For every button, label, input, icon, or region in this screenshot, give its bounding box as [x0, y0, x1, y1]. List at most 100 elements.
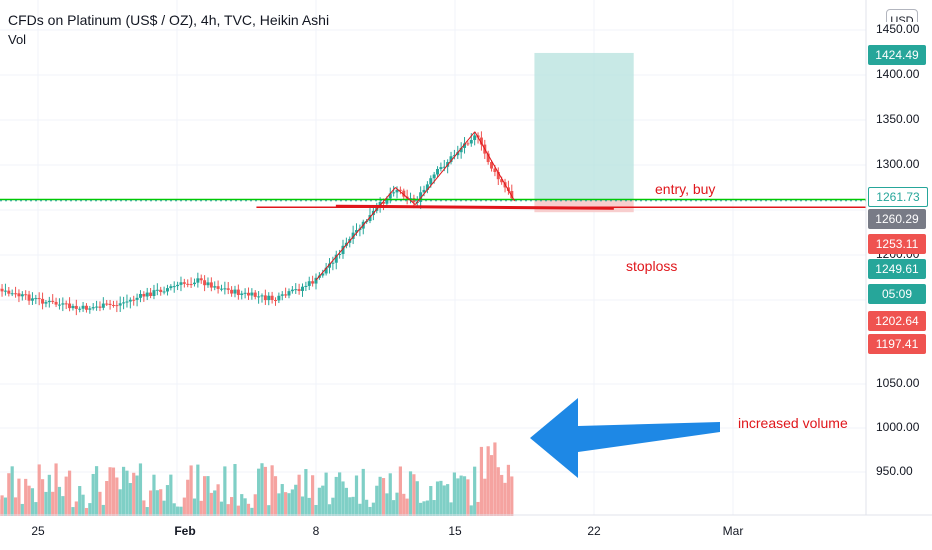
volume-bar: [435, 481, 440, 516]
volume-bar: [365, 499, 369, 516]
price-tag: 1260.29: [868, 209, 926, 229]
volume-bar: [179, 506, 183, 516]
volume-bar: [17, 478, 21, 516]
candle-body: [429, 178, 433, 185]
volume-bar: [230, 497, 234, 516]
volume-bar: [469, 505, 473, 516]
volume-bar: [101, 504, 105, 516]
volume-bar: [216, 484, 220, 516]
volume-bar: [290, 489, 294, 516]
volume-bar: [108, 467, 112, 516]
candle-body: [287, 291, 291, 296]
candle-body: [206, 282, 210, 286]
candle-body: [189, 284, 193, 286]
candle-body: [294, 289, 298, 291]
candle-body: [216, 286, 220, 289]
volume-bar: [496, 467, 500, 516]
volume-bar: [132, 472, 136, 516]
candle-body: [311, 281, 315, 284]
time-axis-tick: 25: [31, 524, 45, 538]
candle-body: [186, 283, 190, 285]
volume-bar: [37, 464, 41, 516]
volume-bar: [439, 480, 443, 516]
candle-body: [78, 308, 82, 310]
pattern-line: [414, 131, 476, 205]
candle-body: [51, 300, 55, 302]
entry-annotation: entry, buy: [655, 181, 716, 197]
volume-bar: [240, 494, 244, 516]
volume-bar: [3, 497, 8, 516]
volume-bar: [368, 506, 372, 516]
volume-bar: [270, 465, 274, 516]
candle-body: [321, 273, 325, 276]
volume-bar: [479, 446, 484, 516]
volume-bar: [78, 486, 82, 516]
price-candles: [0, 131, 514, 316]
target-zone: [534, 52, 634, 200]
pattern-line: [474, 131, 516, 202]
volume-bar: [219, 501, 224, 516]
candle-body: [277, 295, 281, 301]
volume-bar: [381, 478, 386, 516]
candle-body: [466, 143, 470, 145]
candle-body: [44, 302, 48, 304]
candle-body: [95, 306, 99, 308]
candle-body: [341, 245, 345, 255]
candle-body: [368, 215, 372, 222]
volume-bar: [361, 468, 365, 516]
volume-bar: [209, 492, 213, 516]
volume-bar: [213, 490, 217, 516]
candle-body: [479, 137, 483, 145]
candle-body: [203, 280, 207, 286]
volume-bar: [415, 481, 419, 516]
candle-body: [270, 295, 274, 301]
volume-bar: [0, 495, 4, 516]
volume-bar: [459, 475, 463, 516]
candle-body: [41, 298, 45, 304]
volume-bar: [402, 493, 406, 516]
candle-body: [47, 300, 51, 303]
candle-body: [27, 294, 31, 301]
candle-body: [449, 156, 453, 163]
volume-bar: [145, 507, 149, 516]
candle-body: [159, 289, 163, 293]
candle-body: [500, 179, 504, 183]
candle-body: [432, 174, 436, 179]
candle-body: [486, 153, 490, 163]
volume-bar: [348, 497, 352, 516]
volume-bar: [250, 507, 254, 516]
candle-body: [125, 301, 129, 303]
volume-bar: [182, 497, 186, 516]
volume-bar: [74, 501, 78, 516]
volume-bar: [24, 478, 28, 516]
price-tag: 1261.73: [868, 187, 928, 207]
candle-body: [149, 292, 153, 296]
volume-bar: [192, 498, 197, 516]
candle-body: [199, 278, 203, 281]
candle-body: [493, 168, 497, 172]
candle-body: [108, 303, 112, 305]
candle-body: [257, 296, 261, 298]
volume-bar: [462, 476, 467, 516]
volume-bar: [162, 500, 166, 516]
candle-body: [425, 184, 429, 190]
candle-body: [138, 293, 142, 298]
volume-bar: [199, 500, 203, 516]
candle-body: [351, 232, 355, 239]
candle-body: [20, 294, 24, 297]
volume-bar: [128, 483, 132, 516]
candle-body: [230, 289, 234, 294]
volume-bar: [175, 506, 180, 516]
grid-lines: [0, 0, 866, 515]
volume-bar: [304, 469, 308, 516]
candle-body: [88, 308, 92, 310]
volume-bar: [493, 442, 497, 516]
volume-bar: [243, 498, 247, 516]
pattern-line: [315, 187, 396, 281]
price-axis-tick: 1300.00: [874, 157, 922, 171]
candle-body: [307, 281, 311, 286]
volume-bar: [327, 504, 332, 516]
candle-body: [74, 305, 78, 309]
volume-bar: [314, 504, 318, 516]
